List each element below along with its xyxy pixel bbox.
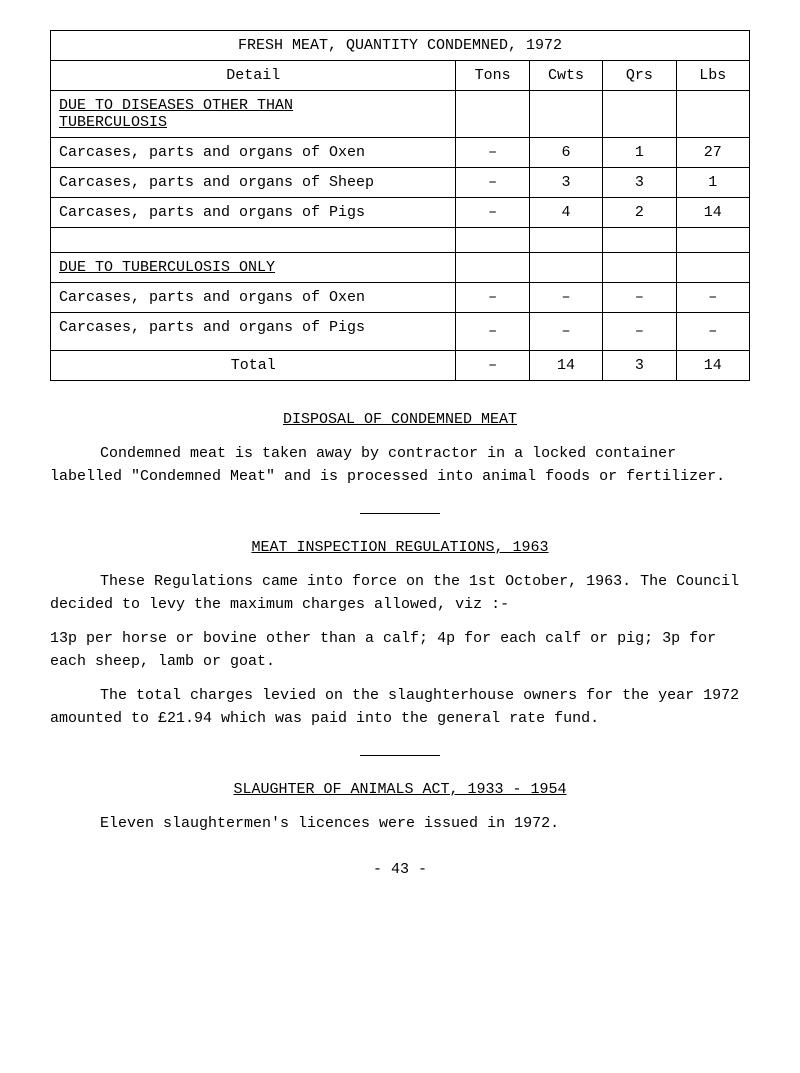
inspection-para2: 13p per horse or bovine other than a cal… — [50, 628, 750, 673]
table-row: Carcases, parts and organs of Oxen – – –… — [51, 283, 750, 313]
table-row: Carcases, parts and organs of Pigs – – –… — [51, 313, 750, 351]
slaughter-heading: SLAUGHTER OF ANIMALS ACT, 1933 - 1954 — [50, 781, 750, 798]
table-row: Carcases, parts and organs of Oxen – 6 1… — [51, 138, 750, 168]
condemned-meat-table: FRESH MEAT, QUANTITY CONDEMNED, 1972 Det… — [50, 30, 750, 381]
inspection-heading: MEAT INSPECTION REGULATIONS, 1963 — [50, 539, 750, 556]
disposal-para: Condemned meat is taken away by contract… — [50, 443, 750, 488]
col-tons: Tons — [456, 61, 529, 91]
page-number: - 43 - — [50, 861, 750, 878]
table-title: FRESH MEAT, QUANTITY CONDEMNED, 1972 — [51, 31, 750, 61]
col-cwts: Cwts — [529, 61, 602, 91]
col-detail: Detail — [51, 61, 456, 91]
col-qrs: Qrs — [603, 61, 676, 91]
inspection-para1: These Regulations came into force on the… — [50, 571, 750, 616]
table-row: Carcases, parts and organs of Pigs – 4 2… — [51, 198, 750, 228]
total-row: Total – 14 3 14 — [51, 351, 750, 381]
col-lbs: Lbs — [676, 61, 749, 91]
divider — [360, 755, 440, 756]
table-row: Carcases, parts and organs of Sheep – 3 … — [51, 168, 750, 198]
section2-header: DUE TO TUBERCULOSIS ONLY — [51, 253, 456, 283]
slaughter-para: Eleven slaughtermen's licences were issu… — [50, 813, 750, 836]
disposal-heading: DISPOSAL OF CONDEMNED MEAT — [50, 411, 750, 428]
section1-header: DUE TO DISEASES OTHER THAN TUBERCULOSIS — [51, 91, 456, 138]
inspection-para3: The total charges levied on the slaughte… — [50, 685, 750, 730]
divider — [360, 513, 440, 514]
